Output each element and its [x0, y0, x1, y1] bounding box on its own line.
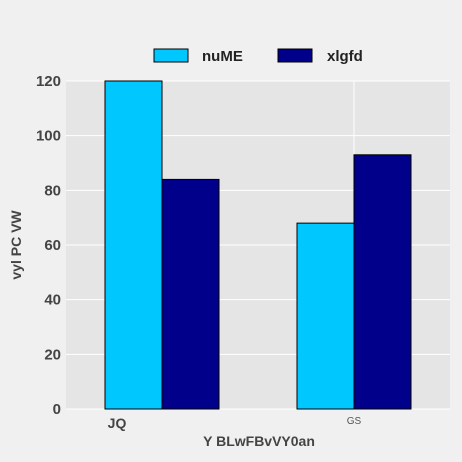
legend-swatch-nuME — [153, 48, 189, 63]
y-axis-title: vyl PC VW — [8, 210, 24, 280]
legend: nuME xlgfd — [153, 48, 363, 65]
bar-nuME-GS — [296, 222, 355, 410]
bar-xlgfd-JQ — [161, 178, 220, 410]
y-tick-label: 100 — [36, 128, 61, 145]
y-tick-label: 0 — [53, 401, 61, 418]
x-axis-ticks: JQ GS — [108, 415, 362, 431]
x-tick-label: JQ — [108, 415, 127, 431]
y-tick-label: 120 — [36, 73, 61, 90]
legend-label: nuME — [202, 48, 243, 65]
x-tick-label: GS — [347, 416, 362, 427]
x-axis-title: Y BLwFBvVY0an — [203, 433, 315, 449]
y-axis-ticks: 0 20 40 60 80 100 120 — [36, 73, 61, 418]
y-tick-label: 20 — [44, 346, 61, 363]
bar-xlgfd-GS — [353, 154, 412, 410]
legend-swatch-xlgfd — [277, 48, 313, 63]
legend-label: xlgfd — [327, 48, 363, 65]
bars — [104, 80, 412, 410]
bar-nuME-JQ — [104, 80, 163, 410]
y-tick-label: 60 — [44, 237, 61, 254]
y-tick-label: 40 — [44, 292, 61, 309]
y-tick-label: 80 — [44, 182, 61, 199]
